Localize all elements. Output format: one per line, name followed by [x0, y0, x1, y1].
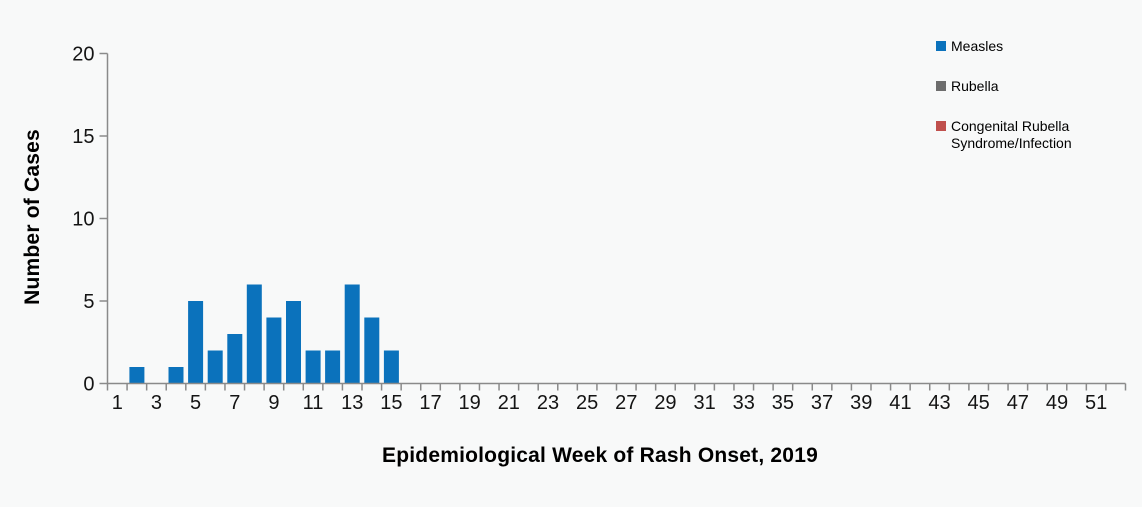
x-tick-label-week-29: 29 — [654, 392, 676, 414]
x-tick-label-week-39: 39 — [850, 392, 872, 414]
bar-measles-week-8 — [246, 284, 262, 384]
x-tick-label-week-27: 27 — [615, 392, 637, 414]
x-tick-label-week-9: 9 — [268, 392, 279, 414]
x-tick-label-week-21: 21 — [498, 392, 520, 414]
bar-measles-week-5 — [188, 301, 204, 384]
x-tick-label-week-33: 33 — [733, 392, 755, 414]
y-tick-label: 20 — [72, 44, 94, 66]
bar-measles-week-6 — [207, 350, 223, 384]
bar-measles-week-9 — [266, 317, 282, 384]
rubella-swatch-icon — [936, 81, 946, 91]
measles-swatch-icon — [936, 41, 946, 51]
bar-measles-week-15 — [383, 350, 399, 384]
bar-measles-week-13 — [344, 284, 360, 384]
x-tick-label-week-15: 15 — [380, 392, 402, 414]
x-tick-label-week-45: 45 — [968, 392, 990, 414]
x-tick-label-week-11: 11 — [303, 392, 324, 414]
legend: Measles Rubella Congenital Rubella Syndr… — [936, 38, 1126, 175]
x-tick-label-week-49: 49 — [1046, 392, 1068, 414]
legend-item-measles: Measles — [936, 38, 1126, 55]
legend-label-crs: Congenital Rubella Syndrome/Infection — [951, 118, 1072, 151]
x-tick-label-week-25: 25 — [576, 392, 598, 414]
x-tick-label-week-31: 31 — [693, 392, 715, 414]
bar-measles-week-7 — [227, 334, 243, 384]
y-tick-label: 10 — [72, 209, 94, 231]
x-tick-label-week-47: 47 — [1007, 392, 1029, 414]
x-tick-label-week-43: 43 — [928, 392, 950, 414]
x-axis-title: Epidemiological Week of Rash Onset, 2019 — [382, 444, 818, 467]
x-tick-label-week-35: 35 — [772, 392, 794, 414]
legend-item-rubella: Rubella — [936, 78, 1126, 95]
bar-measles-week-2 — [129, 367, 145, 384]
x-tick-label-week-13: 13 — [341, 392, 363, 414]
bar-measles-week-14 — [364, 317, 380, 384]
x-tick-label-week-17: 17 — [419, 392, 441, 414]
bar-measles-week-10 — [286, 301, 301, 384]
y-tick-label: 15 — [72, 126, 94, 148]
legend-item-crs: Congenital Rubella Syndrome/Infection — [936, 118, 1126, 152]
bar-measles-week-11 — [305, 350, 321, 384]
x-tick-label-week-23: 23 — [537, 392, 559, 414]
y-tick-label: 0 — [83, 374, 94, 396]
legend-label-measles: Measles — [951, 38, 1004, 54]
bar-measles-week-4 — [168, 367, 184, 384]
x-tick-label-week-51: 51 — [1085, 392, 1107, 414]
crs-swatch-icon — [936, 121, 946, 131]
x-tick-label-week-19: 19 — [459, 392, 481, 414]
x-tick-label-week-5: 5 — [190, 392, 201, 414]
y-axis-title: Number of Cases — [21, 129, 44, 305]
x-tick-label-week-41: 41 — [889, 392, 911, 414]
x-tick-label-week-37: 37 — [811, 392, 833, 414]
legend-label-rubella: Rubella — [951, 78, 999, 94]
x-tick-label-week-3: 3 — [151, 392, 162, 414]
bar-measles-week-12 — [325, 350, 341, 384]
x-tick-label-week-7: 7 — [229, 392, 240, 414]
y-tick-label: 5 — [83, 291, 94, 313]
x-tick-label-week-1: 1 — [112, 392, 123, 414]
